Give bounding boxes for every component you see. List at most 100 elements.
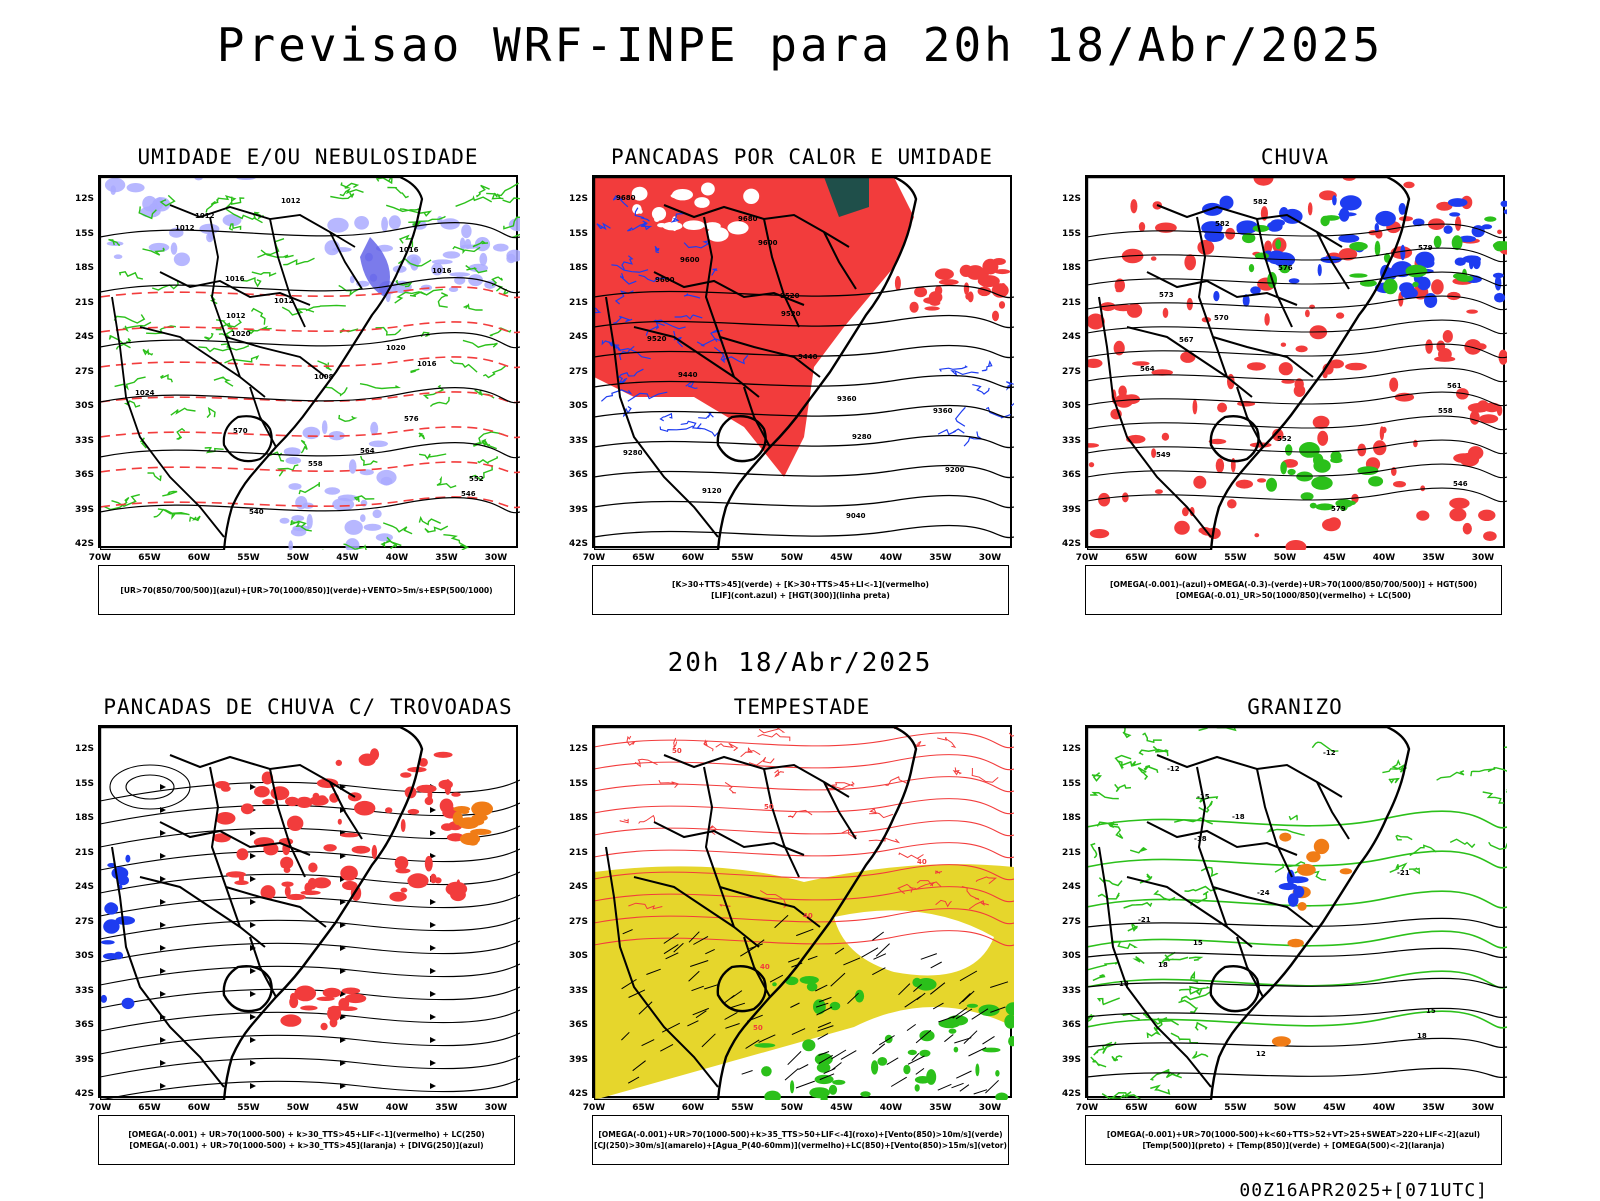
panel-title: CHUVA	[1260, 145, 1330, 169]
lat-label: 21S	[568, 847, 588, 858]
contour-label: 9360	[933, 407, 953, 415]
lon-label: 30W	[978, 553, 1002, 563]
contour-label: 9600	[758, 239, 778, 247]
lon-label: 65W	[138, 553, 161, 563]
contour-label: 9280	[623, 449, 643, 457]
lat-label: 30S	[1061, 401, 1081, 411]
lon-label: 45W	[1323, 1103, 1346, 1113]
lon-label: 60W	[1174, 1103, 1198, 1113]
contour-label: 12	[1256, 1050, 1266, 1058]
lat-label: 33S	[568, 985, 588, 996]
lon-label: 50W	[780, 553, 804, 563]
contour-label: 15	[1426, 1007, 1436, 1015]
lat-label: 18S	[1061, 263, 1081, 273]
lat-label: 12S	[1061, 744, 1081, 754]
lat-label: 24S	[74, 332, 94, 342]
panel-chuva: CHUVA 582 582 579 576 573 570 567 564 561 558 552 54…	[1062, 145, 1507, 615]
lat-label: 30S	[568, 951, 588, 961]
lon-label: 60W	[187, 1103, 211, 1113]
contour-label: 564	[360, 447, 375, 455]
lon-label: 35W	[435, 553, 458, 563]
lon-label: 65W	[138, 1103, 161, 1113]
contour-label: 1016	[399, 246, 419, 254]
legend-line: [OMEGA(-0.001)+UR>70(1000-500)+k<60+TTS>…	[1106, 1130, 1481, 1139]
legend-line: [CJ(250)>30m/s](amarelo)+[Agua_P(40-60mm…	[593, 1141, 1008, 1150]
contour-label: 9600	[680, 256, 700, 264]
contour-label: -18	[1232, 813, 1245, 821]
contour-label: 573	[1159, 291, 1174, 299]
contour-label: 1012	[281, 197, 301, 205]
contour-label: -21	[1397, 869, 1410, 877]
lat-label: 15S	[1061, 228, 1081, 239]
lat-label: 30S	[1061, 951, 1081, 961]
lon-label: 70W	[88, 553, 112, 563]
contour-label: 18	[1417, 1032, 1427, 1040]
legend-box: [K>30+TTS>45](verde) + [K>30+TTS>45+LI<-…	[592, 565, 1009, 615]
contour-label: -12	[1323, 749, 1336, 757]
contour-label: 576	[1278, 264, 1293, 272]
contour-label: 9680	[738, 215, 758, 223]
legend-line: [K>30+TTS>45](verde) + [K>30+TTS>45+LI<-…	[671, 580, 930, 589]
map-plot: 582 582 579 576 573 570 567 564 561 558 552 549 546 5…	[1087, 177, 1507, 550]
lat-label: 42S	[74, 1089, 94, 1099]
lat-label: 39S	[568, 1054, 588, 1065]
legend-line: [OMEGA(-0.001) + UR>70(1000-500) + k>30_…	[128, 1130, 485, 1139]
map-plot: 9680 9680 9600 9600 9600 9520 9520 9520 9440 9440…	[594, 177, 1014, 550]
contour-label: 561	[1447, 382, 1462, 390]
lat-label: 42S	[568, 539, 588, 549]
map-plot: 1012101210121016101610161012101210201020…	[100, 177, 520, 550]
lon-label: 40W	[385, 1103, 409, 1113]
lon-label: 40W	[385, 553, 409, 563]
contour-label: 9440	[798, 353, 818, 361]
contour-label: 540	[249, 508, 264, 516]
contour-label: 1012	[274, 297, 294, 305]
lon-label: 30W	[1471, 1103, 1495, 1113]
lat-label: 21S	[568, 297, 588, 308]
lat-label: 24S	[74, 882, 94, 892]
lon-label: 30W	[484, 1103, 508, 1113]
legend-line: [LIF](cont.azul) + [HGT(300)](linha pret…	[711, 591, 890, 600]
map-plot: -12 -12 -15 -18 -18 -21 -24 -21 15 18 18 15 18 12	[1087, 727, 1507, 1100]
lon-label: 55W	[237, 553, 260, 563]
contour-label: -12	[1167, 765, 1180, 773]
lon-label: 35W	[1422, 553, 1445, 563]
contour-label: 1012	[175, 224, 195, 232]
forecast-map: 12S 15S 18S 21S 24S 27S 30S 33S 36S 39S 42S 70W 65W 6…	[75, 725, 520, 1113]
lon-label: 35W	[929, 553, 952, 563]
lon-label: 65W	[632, 553, 655, 563]
lat-label: 24S	[1061, 332, 1081, 342]
contour-label: 9520	[781, 310, 801, 318]
lon-label: 70W	[582, 553, 606, 563]
lon-label: 40W	[879, 553, 903, 563]
lon-label: 35W	[1422, 1103, 1445, 1113]
lon-label: 60W	[681, 553, 705, 563]
contour-label: 1012	[226, 312, 246, 320]
contour-label: 40	[803, 912, 813, 920]
contour-label: 18	[1158, 961, 1168, 969]
lat-label: 18S	[568, 813, 588, 823]
legend-box: [OMEGA(-0.001)-(azul)+OMEGA(-0.3)-(verde…	[1085, 565, 1502, 615]
contour-label: 570	[233, 427, 248, 435]
contour-label: 564	[1140, 365, 1155, 373]
lat-label: 12S	[74, 194, 94, 204]
contour-label: 9120	[702, 487, 722, 495]
lon-label: 55W	[1224, 553, 1247, 563]
lon-label: 60W	[187, 553, 211, 563]
lat-label: 21S	[1061, 297, 1081, 308]
contour-label: 1016	[432, 267, 452, 275]
contour-label: 579	[1418, 244, 1433, 252]
contour-label: -24	[1257, 889, 1270, 897]
lon-label: 65W	[632, 1103, 655, 1113]
map-plot	[100, 727, 520, 1100]
lon-label: 60W	[681, 1103, 705, 1113]
lon-label: 60W	[1174, 553, 1198, 563]
lat-label: 36S	[74, 470, 94, 480]
lat-label: 18S	[568, 263, 588, 273]
lon-label: 35W	[929, 1103, 952, 1113]
contour-label: 1020	[231, 330, 251, 338]
legend-box: [UR>70(850/700/500)](azul)+[UR>70(1000/8…	[98, 565, 515, 615]
contour-label: 9600	[655, 276, 675, 284]
contour-label: 558	[1438, 407, 1453, 415]
contour-label: -21	[1138, 916, 1151, 924]
lat-label: 33S	[1061, 435, 1081, 446]
